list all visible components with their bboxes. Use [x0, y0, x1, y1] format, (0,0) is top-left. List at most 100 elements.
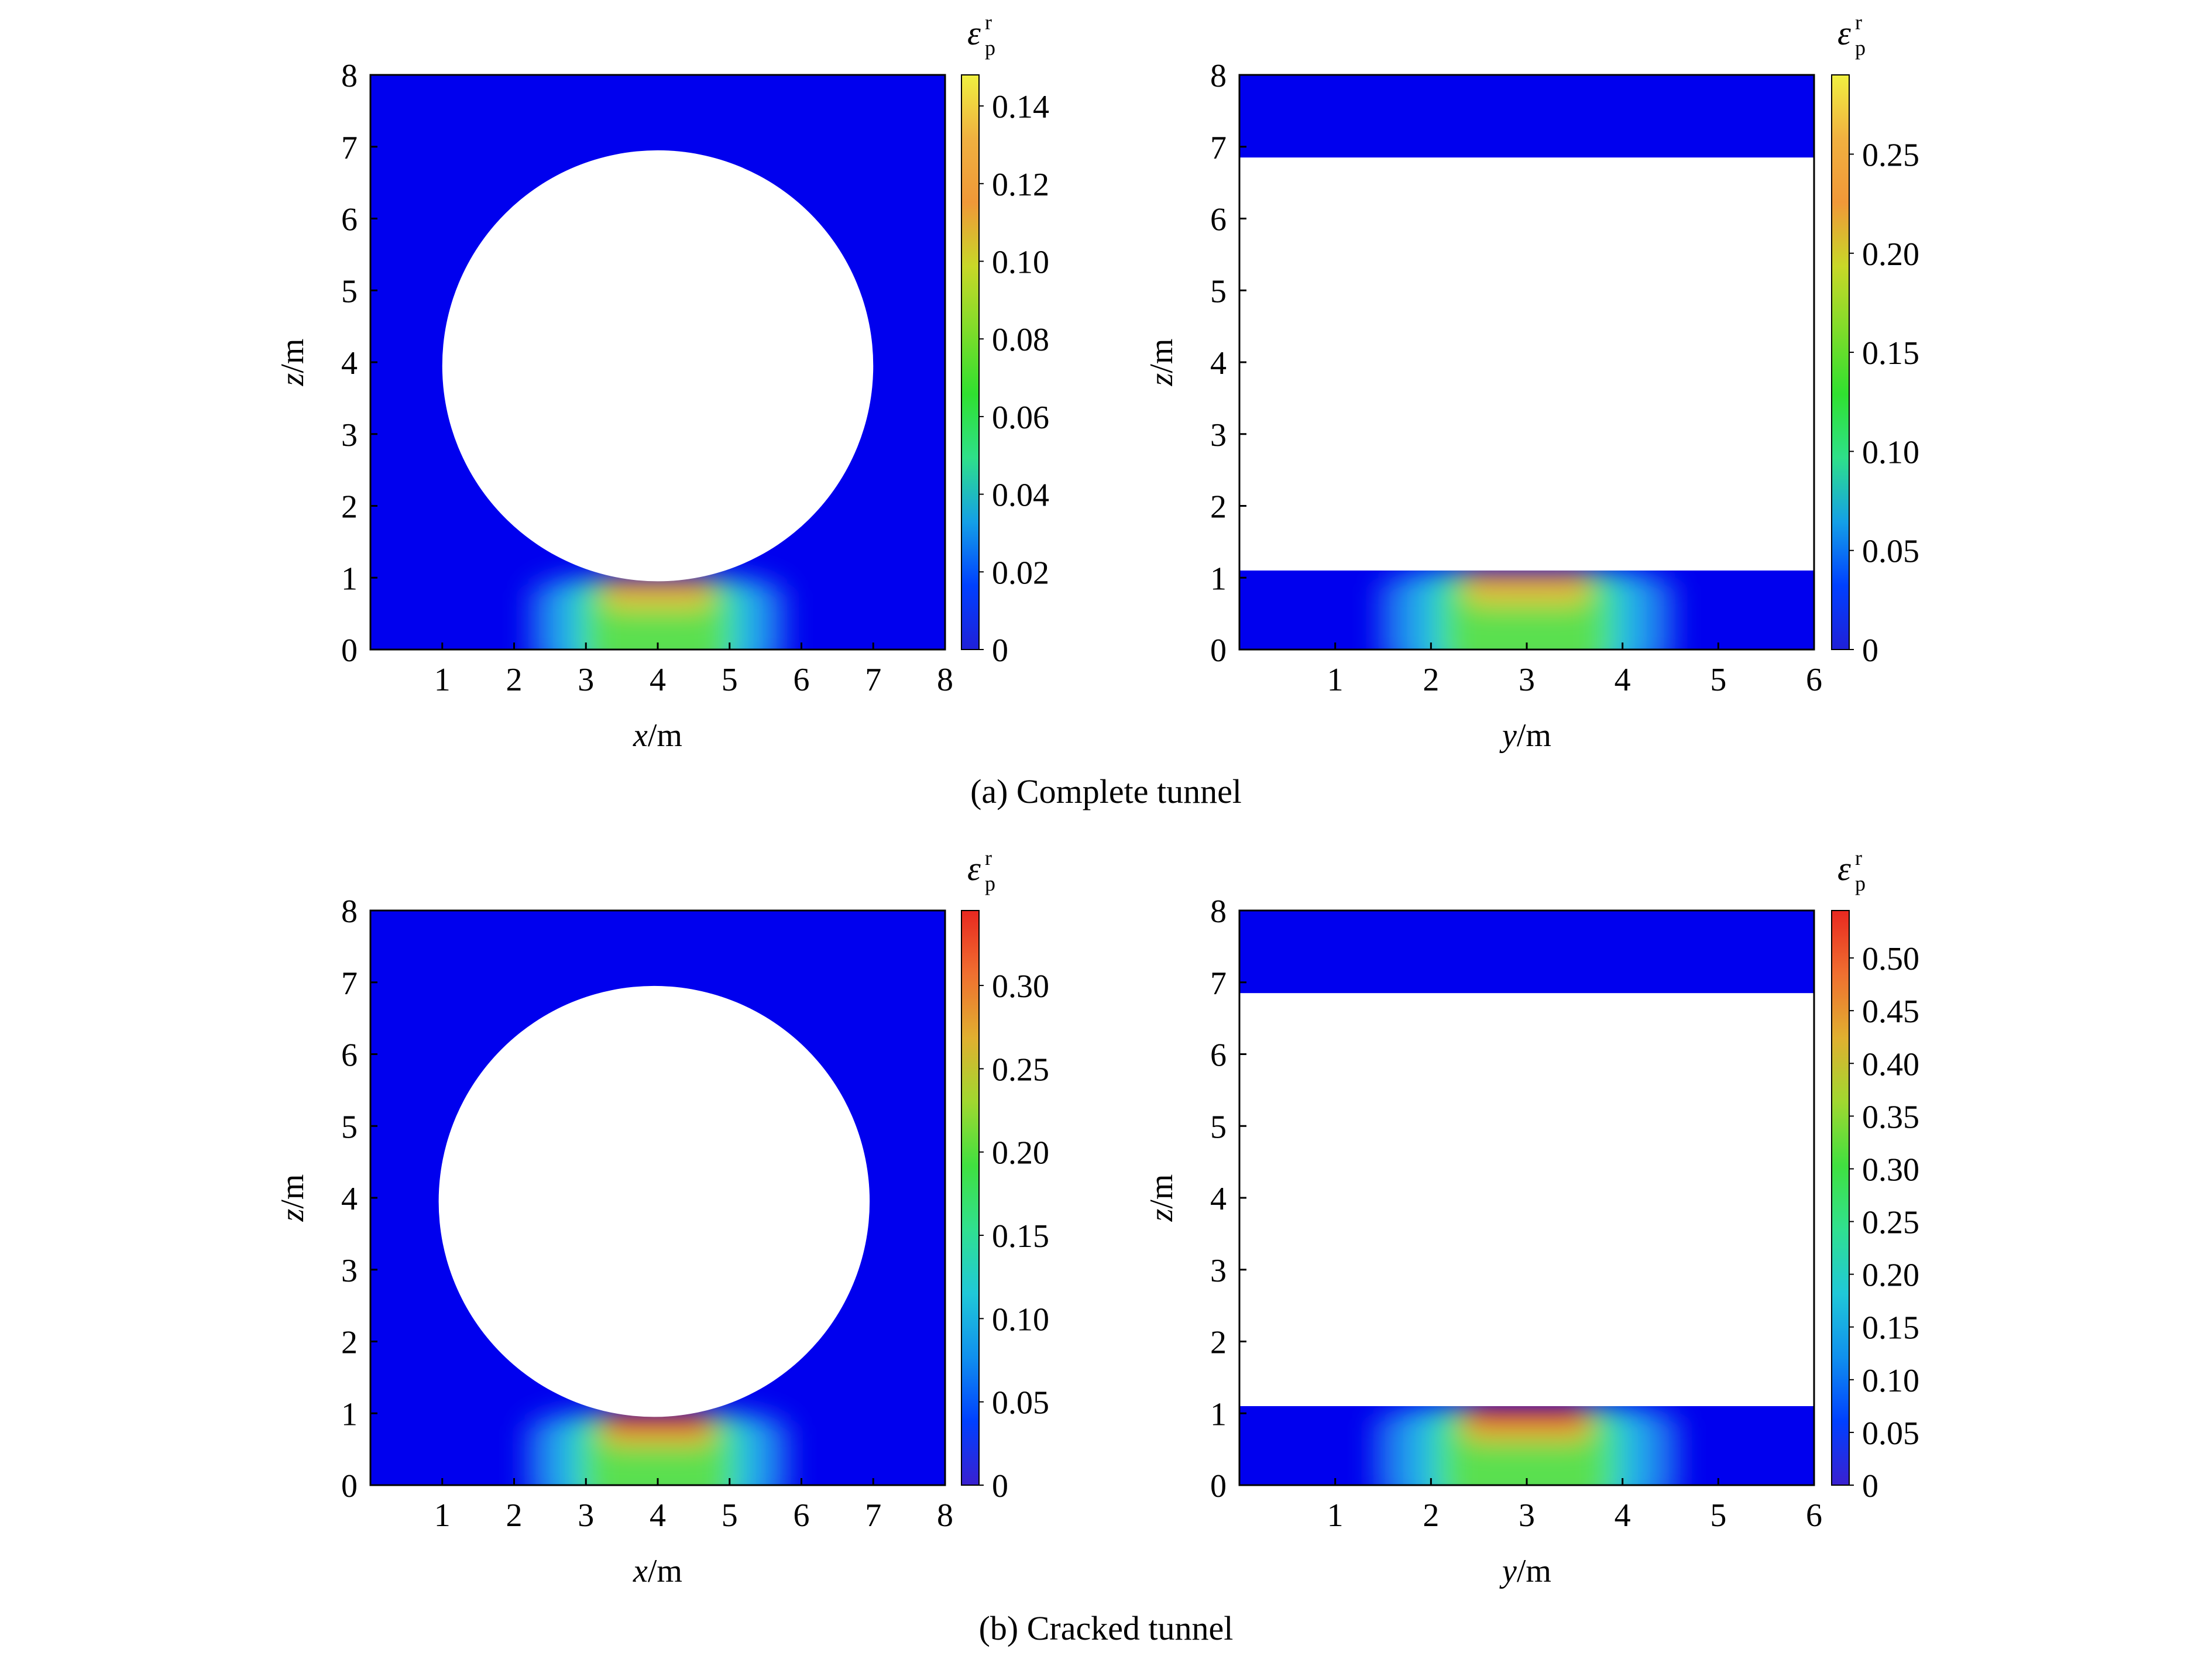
x-tick-label: 4: [650, 662, 666, 698]
y-tick-label: 3: [341, 417, 358, 453]
tunnel-longitudinal-section: [1239, 157, 1814, 571]
colorbar-title-superscript: r: [985, 11, 992, 34]
x-tick-label: 1: [1327, 1497, 1344, 1534]
colorbar-tick-label: 0.50: [1862, 941, 1919, 977]
caption-cracked-tunnel: (b) Cracked tunnel: [978, 1609, 1234, 1647]
y-tick-label: 8: [1210, 894, 1227, 930]
colorbar-tick-label: 0.30: [992, 968, 1049, 1005]
x-tick-label: 2: [506, 1497, 523, 1534]
x-tick-label: 1: [434, 662, 451, 698]
x-tick-label: 6: [794, 1497, 810, 1534]
panel-b-left: 1 2 3 4 5 6 7 8 0 1 2 3 4 5 6 7 8 x/m z/m 0 0.05 0.10 0.15 0.20…: [274, 846, 1049, 1589]
colorbar-frame: [1831, 74, 1850, 650]
y-tick-label: 1: [341, 561, 358, 597]
colorbar: [1832, 911, 1849, 1485]
x-tick-label: 6: [1806, 662, 1822, 698]
tunnel-longitudinal-section: [1239, 993, 1814, 1406]
strain-contour-5: [609, 578, 707, 594]
colorbar-tick-label: 0.14: [992, 89, 1049, 125]
y-tick-label: 3: [1210, 1253, 1227, 1289]
y-tick-label: 1: [341, 1396, 358, 1432]
x-tick-label: 3: [1519, 1497, 1535, 1534]
colorbar-tick-label: 0.12: [992, 167, 1049, 203]
y-tick-label: 0: [1210, 1468, 1227, 1504]
y-tick-label: 5: [1210, 273, 1227, 310]
x-tick-label: 3: [578, 1497, 594, 1534]
colorbar: [1832, 75, 1849, 650]
y-tick-label: 8: [341, 894, 358, 930]
y-tick-label: 7: [341, 130, 358, 166]
colorbar-tick-label: 0.10: [1862, 434, 1919, 470]
colorbar-title: ε: [1837, 14, 1851, 52]
colorbar-tick-label: 0.20: [1862, 236, 1919, 273]
y-tick-label: 6: [341, 202, 358, 238]
y-tick-label: 5: [341, 1109, 358, 1145]
strain-contour-5: [1470, 570, 1584, 588]
colorbar-tick-label: 0.20: [1862, 1258, 1919, 1294]
y-tick-label: 7: [1210, 130, 1227, 166]
x-tick-label: 1: [1327, 662, 1344, 698]
x-tick-label: 7: [865, 662, 881, 698]
y-tick-label: 4: [1210, 345, 1227, 382]
x-tick-label: 2: [506, 662, 523, 698]
plastic-strain-zone: [524, 1413, 791, 1485]
y-tick-label: 6: [1210, 1037, 1227, 1074]
colorbar-title-subscript: p: [1855, 36, 1866, 60]
plastic-strain-zone: [1378, 570, 1675, 650]
colorbar-tick-label: 0.35: [1862, 1099, 1919, 1135]
y-tick-label: 1: [1210, 1396, 1227, 1432]
colorbar-title: ε: [1837, 850, 1851, 888]
x-tick-label: 6: [1806, 1497, 1822, 1534]
x-tick-label: 4: [1615, 1497, 1631, 1534]
y-axis-label: z/m: [1143, 339, 1180, 387]
colorbar-tick-label: 0: [992, 633, 1008, 669]
colorbar: [961, 911, 979, 1485]
colorbar-tick-label: 0.30: [1862, 1152, 1919, 1188]
y-tick-label: 6: [1210, 202, 1227, 238]
tunnel-cross-section: [438, 985, 870, 1417]
colorbar-tick-label: 0: [1862, 1468, 1878, 1504]
colorbar-tick-label: 0.10: [992, 1301, 1049, 1338]
x-tick-label: 5: [722, 1497, 738, 1534]
x-axis-label: x/m: [633, 1553, 682, 1589]
y-tick-label: 2: [1210, 1325, 1227, 1361]
colorbar-title-superscript: r: [1855, 11, 1862, 34]
colorbar-title-subscript: p: [985, 872, 995, 895]
x-tick-label: 5: [1710, 662, 1726, 698]
colorbar-tick-label: 0.40: [1862, 1046, 1919, 1083]
colorbar-tick-label: 0: [1862, 633, 1878, 669]
x-tick-label: 3: [578, 662, 594, 698]
colorbar-tick-label: 0.25: [1862, 137, 1919, 173]
plastic-strain-zone: [1373, 1406, 1680, 1485]
x-tick-label: 2: [1423, 662, 1439, 698]
y-tick-label: 7: [1210, 966, 1227, 1002]
y-tick-label: 0: [341, 633, 358, 669]
y-axis-label: z/m: [1143, 1174, 1180, 1222]
colorbar-tick-label: 0.20: [992, 1135, 1049, 1171]
colorbar-tick-label: 0.15: [1862, 1310, 1919, 1346]
x-axis-label: y/m: [1499, 1553, 1551, 1589]
x-tick-label: 5: [722, 662, 738, 698]
colorbar-tick-label: 0.05: [1862, 534, 1919, 570]
colorbar: [961, 75, 979, 650]
y-tick-label: 3: [1210, 417, 1227, 453]
y-tick-label: 5: [341, 273, 358, 310]
y-tick-label: 1: [1210, 561, 1227, 597]
y-tick-label: 2: [341, 1325, 358, 1361]
x-tick-label: 8: [937, 1497, 953, 1534]
colorbar-title: ε: [967, 14, 981, 52]
y-axis-label: z/m: [274, 1174, 311, 1222]
colorbar-tick-label: 0.04: [992, 477, 1049, 514]
colorbar-tick-label: 0.25: [992, 1052, 1049, 1088]
colorbar-title-subscript: p: [1855, 872, 1866, 895]
x-tick-label: 2: [1423, 1497, 1439, 1534]
panel-a-right: 1 2 3 4 5 6 0 1 2 3 4 5 6 7 8 y/m z/m 0 0.05 0.10 0.15 0.20 0.…: [1143, 11, 1919, 754]
colorbar-tick-label: 0: [992, 1468, 1008, 1504]
y-tick-label: 6: [341, 1037, 358, 1074]
panel-b-right: 1 2 3 4 5 6 0 1 2 3 4 5 6 7 8 y/m z/m 0 0.05 0.10 0.15 0.20 0.…: [1143, 846, 1919, 1589]
y-tick-label: 2: [1210, 489, 1227, 525]
y-axis-label: z/m: [274, 339, 311, 387]
y-tick-label: 2: [341, 489, 358, 525]
strain-contour-5: [1468, 1406, 1585, 1424]
